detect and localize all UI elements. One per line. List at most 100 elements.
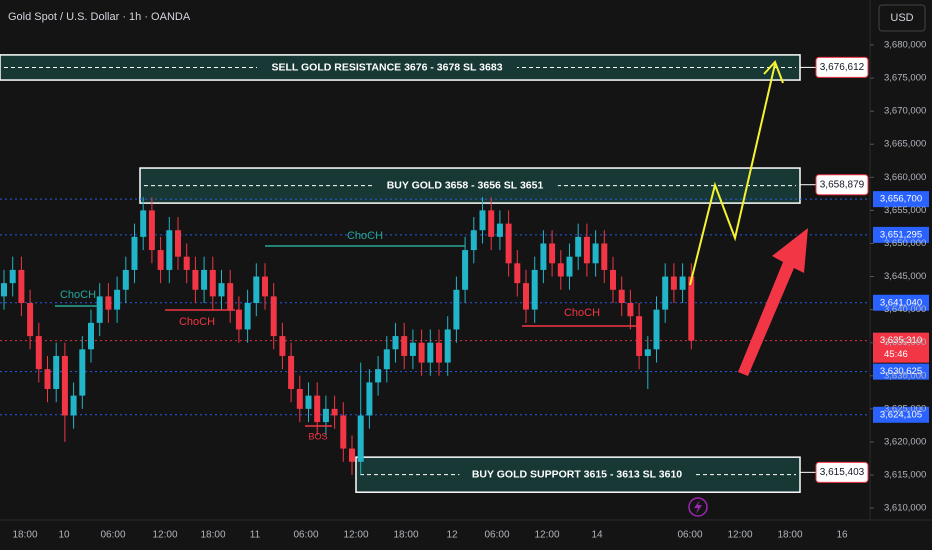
- candle-body: [505, 223, 512, 264]
- x-tick-label: 06:00: [677, 530, 702, 541]
- candle-body: [279, 336, 286, 356]
- event-icon-bolt: [694, 500, 702, 514]
- zone-label: SELL GOLD RESISTANCE 3676 - 3678 SL 3683: [271, 61, 502, 73]
- currency-button[interactable]: [878, 4, 926, 32]
- candle-body: [583, 236, 590, 264]
- candle-body: [627, 303, 634, 317]
- candle-body: [531, 269, 538, 310]
- candle-body: [375, 369, 382, 383]
- level-label-bg: [815, 56, 869, 78]
- projection-arrowhead: [763, 60, 784, 84]
- candle-body: [288, 355, 295, 390]
- y-tick-label: 3,620,000: [884, 436, 926, 447]
- y-tick-label: 3,660,000: [884, 172, 926, 183]
- event-icon[interactable]: [688, 497, 708, 517]
- candle-body: [349, 448, 355, 462]
- y-tick-label: 3,635,000: [884, 337, 926, 348]
- x-tick-label: 12:00: [343, 530, 368, 541]
- candle-body: [366, 382, 373, 416]
- x-tick-label: 14: [591, 530, 603, 541]
- y-tick-label: 3,675,000: [884, 73, 926, 84]
- candle-body: [662, 276, 669, 310]
- x-tick-label: 18:00: [12, 530, 37, 541]
- candle-body: [18, 269, 25, 304]
- candle-body: [70, 395, 77, 416]
- candle-body: [557, 263, 564, 277]
- up-arrow: [738, 228, 808, 376]
- x-tick-label: 12: [446, 530, 458, 541]
- y-tick-label: 3,655,000: [884, 205, 926, 216]
- candle-body: [401, 336, 408, 356]
- structure-label: ChoCH: [60, 289, 96, 301]
- candle-body: [479, 210, 486, 231]
- candle-body: [592, 243, 599, 264]
- candle-body: [270, 296, 277, 337]
- candle-body: [35, 336, 42, 370]
- candle-body: [183, 256, 190, 270]
- candle-body: [44, 369, 51, 390]
- x-tick-label: 12:00: [534, 530, 559, 541]
- x-tick-label: 06:00: [293, 530, 318, 541]
- x-tick-label: 18:00: [200, 530, 225, 541]
- candle-body: [105, 296, 112, 310]
- level-label-bg: [873, 406, 929, 423]
- candle-body: [61, 355, 68, 416]
- level-label: 3,624,105: [880, 409, 922, 420]
- candle-body: [418, 342, 425, 363]
- candle-body: [688, 276, 695, 341]
- candle-body: [96, 296, 103, 323]
- candle-body: [1, 283, 7, 297]
- x-tick-label: 18:00: [393, 530, 418, 541]
- candle-body: [540, 243, 547, 270]
- candle-body: [427, 342, 434, 363]
- structure-label: ChoCH: [179, 316, 215, 328]
- structure-label: BOS: [308, 431, 327, 441]
- candle-body: [314, 395, 321, 423]
- candle-body: [409, 342, 416, 356]
- candle-body: [462, 250, 469, 290]
- candle-body: [444, 329, 451, 363]
- y-tick-label: 3,640,000: [884, 304, 926, 315]
- y-tick-label: 3,670,000: [884, 106, 926, 117]
- y-tick-label: 3,645,000: [884, 271, 926, 282]
- zone-label: BUY GOLD SUPPORT 3615 - 3613 SL 3610: [472, 468, 682, 480]
- zone-label-bg: [257, 59, 517, 76]
- candle-body: [618, 289, 625, 304]
- candle-body: [670, 276, 677, 290]
- candle-body: [53, 355, 60, 390]
- candle-body: [114, 289, 121, 310]
- zone-label: BUY GOLD 3658 - 3656 SL 3651: [387, 179, 544, 191]
- candle-body: [262, 276, 268, 297]
- candle-body: [470, 230, 477, 251]
- candle-body: [601, 243, 608, 270]
- candle-body: [131, 236, 138, 270]
- candle-body: [644, 349, 651, 356]
- level-label: 3,635,310: [880, 335, 922, 346]
- level-label-bg: [873, 363, 929, 380]
- candle-body: [235, 309, 242, 330]
- level-label-bg: [873, 191, 929, 208]
- level-label: 3,630,625: [880, 366, 922, 377]
- candle-body: [305, 395, 312, 409]
- level-label-bg: [873, 332, 929, 363]
- candle-body: [679, 276, 686, 290]
- candle-body: [523, 283, 529, 310]
- candle-body: [79, 349, 86, 396]
- structure-label: ChoCH: [564, 307, 600, 319]
- candle-body: [392, 336, 399, 350]
- x-tick-label: 12:00: [152, 530, 177, 541]
- candle-body: [436, 342, 442, 363]
- x-tick-label: 11: [250, 530, 261, 541]
- candle-body: [296, 389, 303, 409]
- currency-label: USD: [890, 12, 913, 24]
- candle-body: [253, 276, 260, 304]
- level-label: 3,615,403: [820, 467, 865, 478]
- candle-body: [636, 316, 643, 356]
- chart-title: Gold Spot / U.S. Dollar · 1h · OANDA: [8, 11, 191, 23]
- candle-body: [157, 250, 164, 270]
- candle-body: [244, 303, 251, 330]
- level-label: 3,658,879: [820, 179, 865, 190]
- candle-body: [88, 322, 94, 350]
